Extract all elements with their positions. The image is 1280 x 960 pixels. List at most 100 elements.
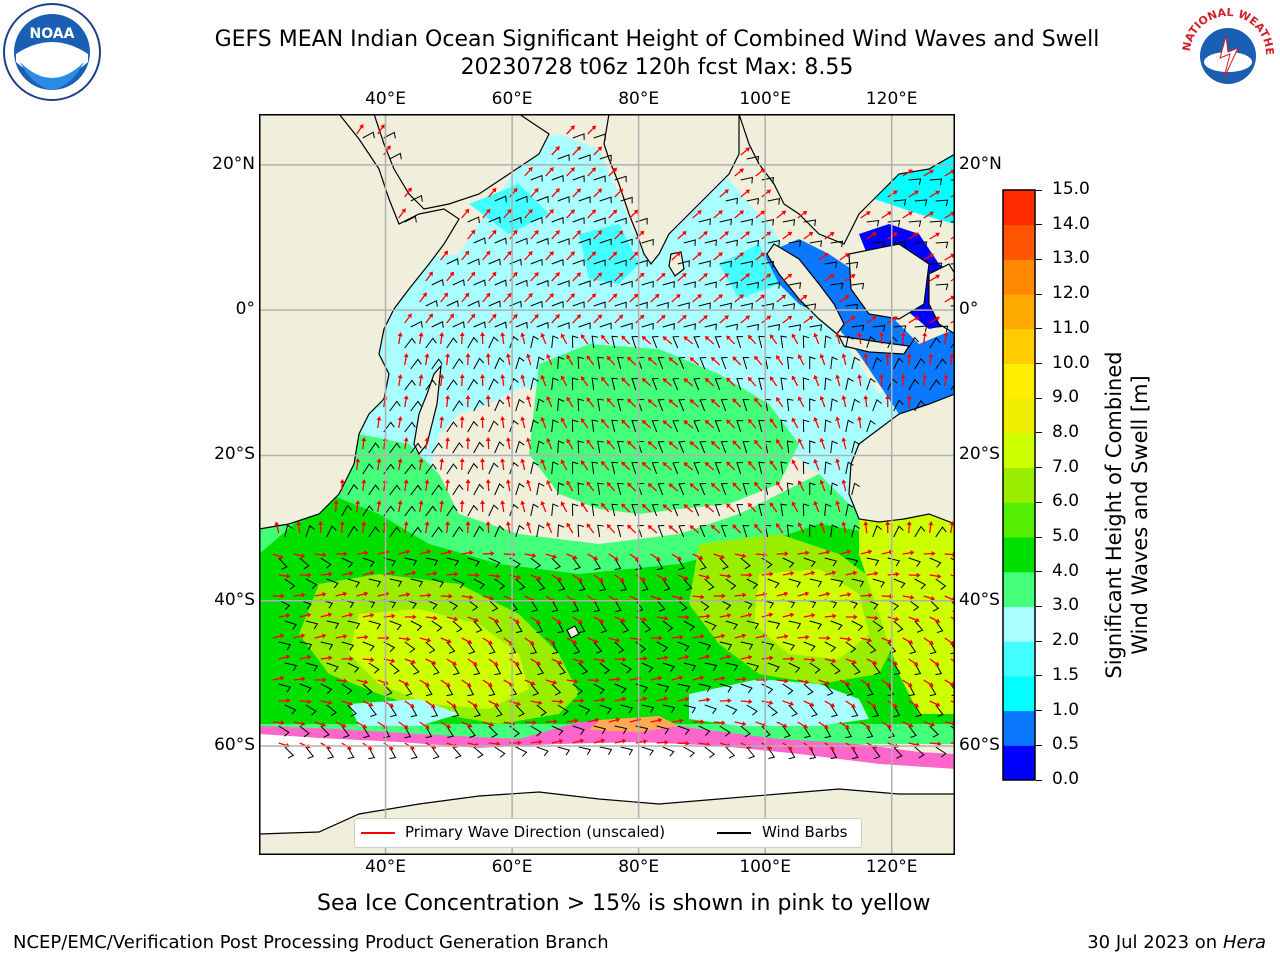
wave-direction-arrow bbox=[339, 521, 345, 534]
wave-direction-arrow bbox=[551, 314, 560, 324]
colorbar-tick bbox=[1036, 779, 1042, 781]
wave-direction-arrow bbox=[524, 553, 537, 558]
wind-barb bbox=[530, 725, 542, 737]
wave-direction-arrow bbox=[526, 521, 532, 534]
wave-direction-arrow bbox=[656, 655, 669, 661]
wind-barb bbox=[341, 725, 350, 739]
wave-direction-arrow bbox=[530, 700, 543, 706]
wave-direction-arrow bbox=[641, 377, 652, 387]
wave-height-map[interactable] bbox=[259, 114, 955, 855]
wave-direction-arrow bbox=[824, 613, 837, 619]
wave-direction-arrow bbox=[503, 292, 512, 303]
wind-barb bbox=[597, 440, 604, 454]
wind-barb bbox=[620, 280, 633, 288]
wind-barb bbox=[446, 683, 454, 697]
wind-barb bbox=[557, 154, 570, 161]
wave-direction-arrow bbox=[621, 335, 631, 345]
wind-barb bbox=[551, 217, 564, 224]
wave-direction-arrow bbox=[818, 635, 831, 641]
wind-barb bbox=[887, 725, 896, 739]
wind-barb bbox=[431, 578, 445, 588]
wave-direction-arrow bbox=[608, 167, 618, 177]
wave-direction-arrow bbox=[791, 417, 799, 429]
wind-barb bbox=[509, 258, 522, 266]
wave-direction-arrow bbox=[446, 271, 455, 282]
colorbar-tick bbox=[1036, 710, 1042, 712]
wave-direction-arrow bbox=[503, 208, 512, 219]
wind-barb bbox=[452, 400, 464, 412]
wave-direction-arrow bbox=[383, 145, 391, 156]
wind-barb bbox=[662, 704, 676, 713]
wave-direction-arrow bbox=[906, 395, 912, 408]
wave-direction-arrow bbox=[734, 168, 744, 177]
wind-barb bbox=[577, 482, 584, 496]
colorbar-label: 4.0 bbox=[1052, 560, 1080, 581]
wave-direction-arrow bbox=[377, 124, 385, 135]
wave-direction-arrow bbox=[818, 252, 829, 261]
wind-barb bbox=[914, 620, 924, 633]
wind-barb bbox=[809, 240, 823, 248]
wave-direction-arrow bbox=[797, 634, 810, 640]
wave-direction-arrow bbox=[683, 336, 694, 345]
wave-direction-arrow bbox=[299, 572, 312, 578]
colorbar-label: 2.0 bbox=[1052, 630, 1080, 651]
wave-direction-arrow bbox=[713, 294, 723, 303]
wind-barb bbox=[866, 641, 877, 654]
wind-barb bbox=[935, 578, 947, 590]
wind-barb bbox=[410, 746, 418, 760]
wave-direction-arrow bbox=[318, 521, 324, 534]
wind-barb bbox=[383, 641, 396, 653]
wind-barb bbox=[740, 557, 751, 570]
wave-direction-arrow bbox=[572, 314, 581, 324]
wind-barb bbox=[851, 662, 861, 675]
wave-direction-arrow bbox=[479, 416, 485, 429]
wind-barb bbox=[617, 356, 624, 370]
wind-barb bbox=[452, 442, 464, 454]
wind-barb bbox=[572, 725, 585, 735]
wind-barb bbox=[467, 599, 479, 612]
wind-barb bbox=[809, 524, 816, 538]
bottom-lon-tick-label: 100°E bbox=[739, 857, 792, 877]
wave-direction-arrow bbox=[683, 462, 694, 471]
wave-direction-arrow bbox=[614, 696, 627, 702]
wave-direction-arrow bbox=[545, 209, 554, 219]
wave-direction-arrow bbox=[710, 440, 721, 450]
wave-direction-arrow bbox=[866, 615, 879, 621]
wind-barb bbox=[530, 641, 538, 655]
wind-barb bbox=[389, 704, 397, 718]
wind-barb bbox=[488, 641, 496, 655]
wave-direction-arrow bbox=[734, 721, 747, 727]
wave-direction-arrow bbox=[923, 253, 934, 261]
wave-direction-arrow bbox=[866, 232, 877, 240]
wind-barb bbox=[736, 504, 743, 517]
wind-barb bbox=[536, 746, 549, 757]
wave-direction-arrow bbox=[606, 524, 616, 534]
wave-direction-arrow bbox=[614, 272, 624, 282]
wind-barb bbox=[672, 503, 680, 517]
top-lon-tick-label: 100°E bbox=[739, 89, 792, 109]
wave-direction-arrow bbox=[540, 458, 547, 471]
wave-direction-arrow bbox=[839, 549, 852, 555]
wave-direction-arrow bbox=[943, 374, 949, 387]
colorbar-label: 8.0 bbox=[1052, 421, 1080, 442]
wind-barb bbox=[362, 463, 374, 475]
wind-barb bbox=[473, 746, 484, 759]
wave-direction-arrow bbox=[419, 637, 432, 643]
wind-barb bbox=[677, 557, 685, 571]
wave-direction-arrow bbox=[677, 272, 687, 282]
wave-direction-arrow bbox=[710, 482, 721, 492]
wind-barb bbox=[572, 259, 585, 266]
wind-barb bbox=[851, 356, 860, 370]
wind-barb bbox=[452, 279, 465, 286]
colorbar-tick bbox=[1036, 224, 1042, 226]
wave-direction-arrow bbox=[835, 458, 841, 471]
wind-barb bbox=[845, 683, 854, 697]
colorbar-swatch bbox=[1003, 571, 1035, 607]
wind-barb bbox=[515, 279, 528, 287]
wind-barb bbox=[591, 461, 599, 475]
wind-barb bbox=[746, 281, 760, 289]
wind-barb bbox=[404, 463, 416, 475]
wind-barb bbox=[802, 503, 810, 517]
wave-direction-arrow bbox=[734, 553, 747, 559]
wind-barb bbox=[536, 482, 545, 496]
